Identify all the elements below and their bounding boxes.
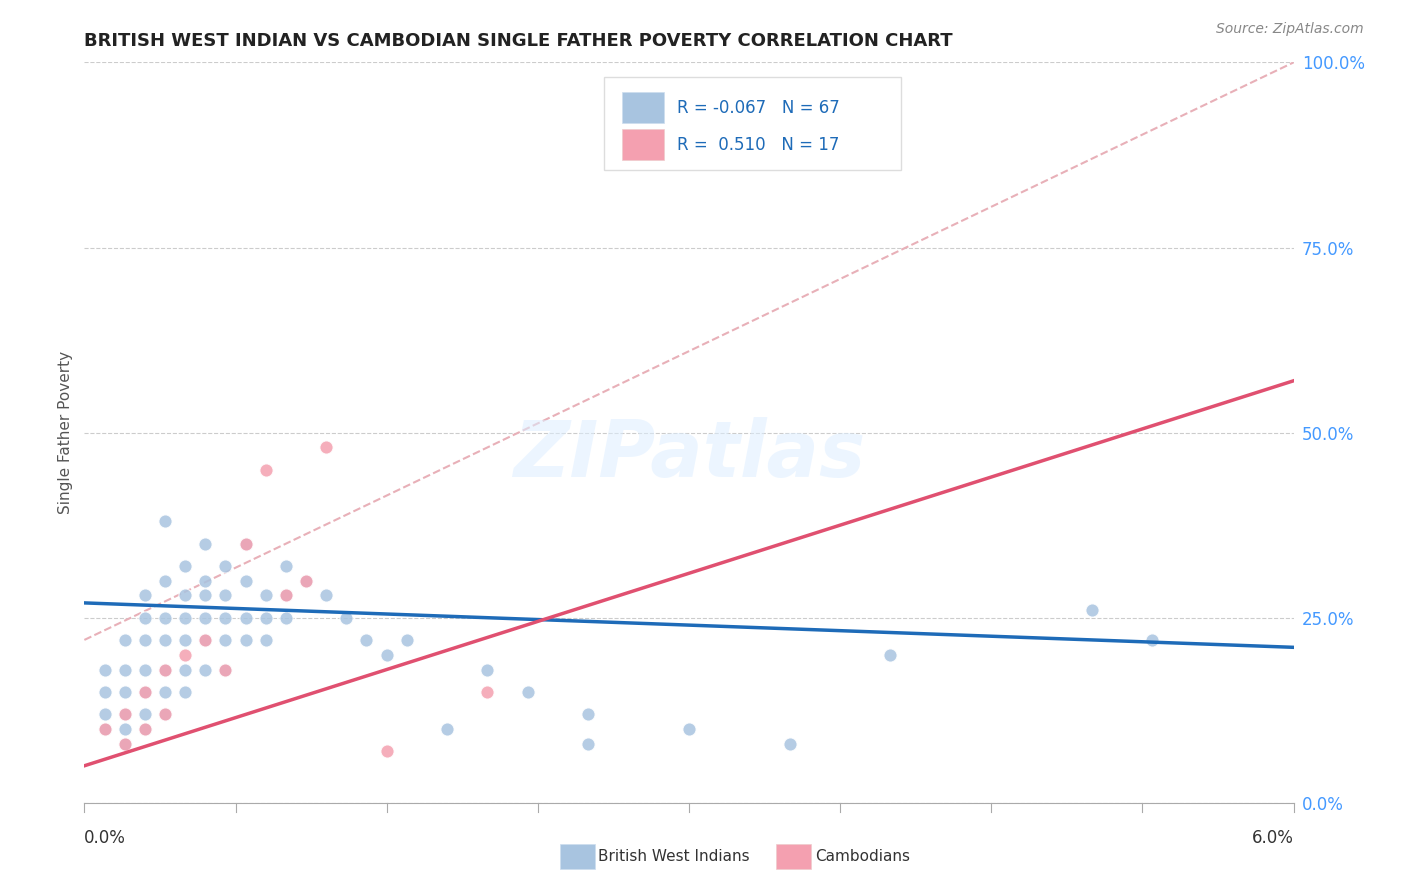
Point — [153, 706, 176, 721]
Point — [153, 574, 176, 588]
Point — [295, 574, 318, 588]
Point — [153, 663, 176, 677]
Point — [134, 632, 156, 647]
Point — [114, 706, 136, 721]
Point — [576, 706, 599, 721]
Point — [274, 589, 297, 603]
Point — [174, 610, 197, 624]
Point — [114, 737, 136, 751]
Point — [214, 558, 236, 573]
Point — [1142, 632, 1164, 647]
Point — [153, 685, 176, 699]
Point — [235, 536, 257, 550]
Point — [194, 536, 217, 550]
Point — [174, 558, 197, 573]
Point — [194, 632, 217, 647]
Point — [214, 589, 236, 603]
Text: ZIPatlas: ZIPatlas — [513, 417, 865, 493]
Point — [93, 663, 115, 677]
Point — [114, 722, 136, 736]
Point — [153, 632, 176, 647]
Point — [235, 574, 257, 588]
Point — [274, 558, 297, 573]
Point — [395, 632, 418, 647]
Point — [153, 706, 176, 721]
Text: 0.0%: 0.0% — [84, 829, 127, 847]
Point — [315, 441, 337, 455]
Point — [477, 685, 499, 699]
Point — [114, 632, 136, 647]
Point — [779, 737, 801, 751]
Point — [254, 462, 277, 476]
Point — [375, 744, 398, 758]
Point — [134, 663, 156, 677]
Point — [235, 610, 257, 624]
FancyBboxPatch shape — [560, 844, 595, 870]
Point — [174, 648, 197, 662]
Point — [194, 574, 217, 588]
Text: Cambodians: Cambodians — [814, 849, 910, 864]
Point — [194, 632, 217, 647]
Point — [134, 685, 156, 699]
Point — [214, 663, 236, 677]
Point — [436, 722, 458, 736]
Text: British West Indians: British West Indians — [599, 849, 749, 864]
Point — [254, 589, 277, 603]
Point — [134, 722, 156, 736]
Point — [194, 663, 217, 677]
Point — [93, 722, 115, 736]
Point — [356, 632, 378, 647]
FancyBboxPatch shape — [623, 129, 664, 161]
Point — [375, 648, 398, 662]
Point — [274, 589, 297, 603]
Point — [134, 706, 156, 721]
Point — [295, 574, 318, 588]
Text: 6.0%: 6.0% — [1251, 829, 1294, 847]
Point — [114, 706, 136, 721]
Point — [214, 632, 236, 647]
Point — [114, 737, 136, 751]
Point — [235, 632, 257, 647]
Text: R =  0.510   N = 17: R = 0.510 N = 17 — [676, 136, 839, 153]
Text: Source: ZipAtlas.com: Source: ZipAtlas.com — [1216, 22, 1364, 37]
Point — [254, 610, 277, 624]
Point — [879, 648, 901, 662]
Point — [134, 722, 156, 736]
Point — [153, 610, 176, 624]
Point — [134, 685, 156, 699]
Point — [134, 589, 156, 603]
Point — [214, 663, 236, 677]
FancyBboxPatch shape — [605, 78, 901, 169]
Point — [274, 610, 297, 624]
Point — [174, 663, 197, 677]
Point — [477, 663, 499, 677]
Point — [1081, 603, 1104, 617]
Y-axis label: Single Father Poverty: Single Father Poverty — [58, 351, 73, 514]
Point — [194, 610, 217, 624]
Text: BRITISH WEST INDIAN VS CAMBODIAN SINGLE FATHER POVERTY CORRELATION CHART: BRITISH WEST INDIAN VS CAMBODIAN SINGLE … — [84, 32, 953, 50]
Point — [174, 685, 197, 699]
Point — [678, 722, 700, 736]
Point — [235, 536, 257, 550]
Point — [194, 589, 217, 603]
Point — [153, 663, 176, 677]
FancyBboxPatch shape — [776, 844, 811, 870]
Point — [254, 632, 277, 647]
Point — [114, 685, 136, 699]
Text: R = -0.067   N = 67: R = -0.067 N = 67 — [676, 99, 839, 117]
FancyBboxPatch shape — [623, 92, 664, 123]
Point — [214, 610, 236, 624]
Point — [315, 589, 337, 603]
Point — [335, 610, 357, 624]
Point — [114, 663, 136, 677]
Point — [576, 737, 599, 751]
Point — [153, 515, 176, 529]
Point — [516, 685, 538, 699]
Point — [93, 706, 115, 721]
Point — [174, 632, 197, 647]
Point — [93, 722, 115, 736]
Point — [174, 589, 197, 603]
Point — [93, 685, 115, 699]
Point — [134, 610, 156, 624]
